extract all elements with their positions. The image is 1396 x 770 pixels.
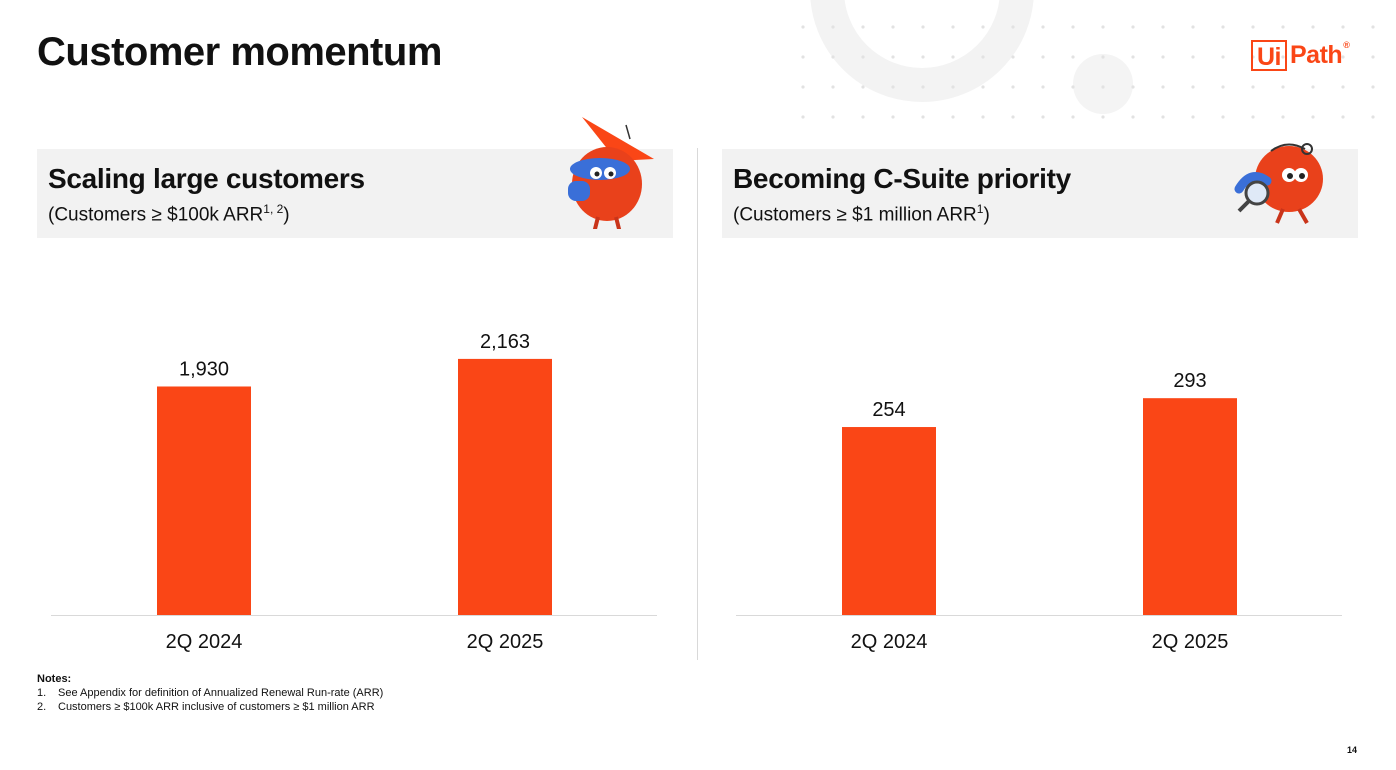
note-item: 2. Customers ≥ $100k ARR inclusive of cu…	[37, 700, 383, 714]
panel-header-c-suite: Becoming C-Suite priority (Customers ≥ $…	[722, 143, 1358, 238]
chart-large-customers: 1,930 2Q 2024 2,163 2Q 2025	[37, 240, 677, 670]
panel-subtitle: (Customers ≥ $100k ARR1, 2)	[48, 202, 290, 226]
x-tick-label: 2Q 2024	[166, 631, 243, 653]
bar-chart-large-customers: 1,930 2Q 2024 2,163 2Q 2025	[51, 331, 657, 653]
x-tick-label: 2Q 2024	[851, 631, 928, 653]
note-number: 1.	[37, 687, 47, 699]
note-item: 1. See Appendix for definition of Annual…	[37, 686, 383, 700]
notes-section: Notes: 1. See Appendix for definition of…	[37, 672, 383, 714]
bar-chart-c-suite: 254 2Q 2024 293 2Q 2025	[736, 370, 1342, 653]
bar-1	[842, 427, 936, 615]
logo-registered-mark: ®	[1343, 40, 1350, 50]
bar-value-label: 254	[872, 399, 905, 421]
bar-value-label: 1,930	[179, 358, 229, 380]
bar-2	[1143, 398, 1237, 615]
panel-subtitle: (Customers ≥ $1 million ARR1)	[733, 202, 990, 226]
chart-c-suite: 254 2Q 2024 293 2Q 2025	[722, 240, 1362, 670]
page-number: 14	[1347, 745, 1358, 755]
note-text: See Appendix for definition of Annualize…	[58, 687, 384, 699]
panel-header-large-customers: Scaling large customers (Customers ≥ $10…	[37, 117, 673, 238]
bar-value-label: 293	[1173, 370, 1206, 392]
robot-mascot-magnifier-icon	[1234, 143, 1323, 224]
bar-value-label: 2,163	[480, 331, 530, 353]
page-title: Customer momentum	[37, 30, 442, 74]
panel-title: Becoming C-Suite priority	[733, 163, 1071, 194]
panel-title: Scaling large customers	[48, 163, 365, 194]
x-tick-label: 2Q 2025	[467, 631, 544, 653]
logo-box-text: Ui	[1251, 39, 1287, 71]
panel-divider	[697, 148, 698, 660]
bar-1	[157, 386, 251, 615]
note-number: 2.	[37, 701, 47, 713]
x-tick-label: 2Q 2025	[1152, 631, 1229, 653]
logo-text: Path	[1290, 40, 1343, 69]
bar-2	[458, 358, 552, 615]
robot-mascot-graduation-cap-icon	[568, 117, 654, 229]
note-text: Customers ≥ $100k ARR inclusive of custo…	[58, 701, 375, 713]
notes-title: Notes:	[37, 673, 72, 685]
uipath-logo: Ui Path ®	[1251, 37, 1350, 73]
